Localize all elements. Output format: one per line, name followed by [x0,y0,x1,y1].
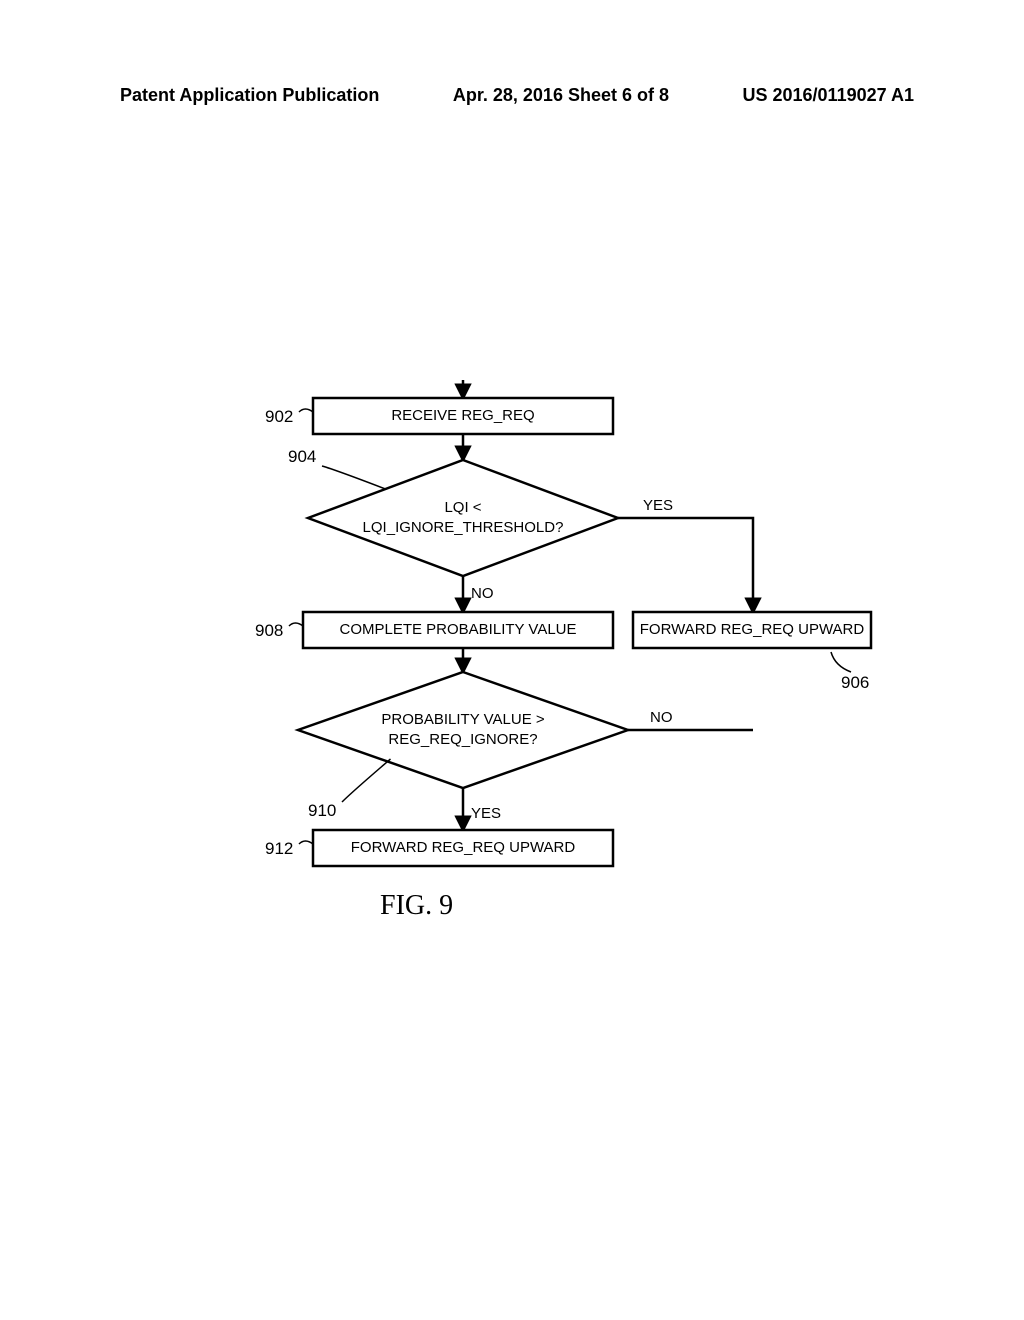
svg-text:YES: YES [471,805,501,822]
flowchart-figure: YES NO NO YES RECEIVE REG_REQ 902 LQI < LQI_IGN… [195,380,875,920]
svg-text:NO: NO [471,585,494,602]
header-left: Patent Application Publication [120,85,379,106]
svg-text:REG_REQ_IGNORE?: REG_REQ_IGNORE? [388,731,537,748]
header-right: US 2016/0119027 A1 [743,85,914,106]
svg-text:LQI <: LQI < [444,499,481,516]
svg-text:902: 902 [265,407,293,426]
header-center: Apr. 28, 2016 Sheet 6 of 8 [453,85,669,106]
svg-text:904: 904 [288,447,316,466]
svg-text:LQI_IGNORE_THRESHOLD?: LQI_IGNORE_THRESHOLD? [363,519,564,536]
svg-text:908: 908 [255,621,283,640]
svg-text:NO: NO [650,709,673,726]
svg-text:FORWARD REG_REQ UPWARD: FORWARD REG_REQ UPWARD [640,621,865,638]
svg-text:YES: YES [643,497,673,514]
figure-label: FIG. 9 [380,890,453,922]
page-header: Patent Application Publication Apr. 28, … [0,85,1024,106]
svg-text:906: 906 [841,673,869,692]
svg-text:COMPLETE PROBABILITY VALUE: COMPLETE PROBABILITY VALUE [339,621,576,638]
svg-text:RECEIVE REG_REQ: RECEIVE REG_REQ [391,407,534,424]
svg-text:912: 912 [265,839,293,858]
flowchart-svg: YES NO NO YES RECEIVE REG_REQ 902 LQI < LQI_IGN… [195,380,875,920]
svg-text:PROBABILITY VALUE >: PROBABILITY VALUE > [381,711,545,728]
svg-text:FORWARD REG_REQ UPWARD: FORWARD REG_REQ UPWARD [351,839,576,856]
svg-text:910: 910 [308,801,336,820]
